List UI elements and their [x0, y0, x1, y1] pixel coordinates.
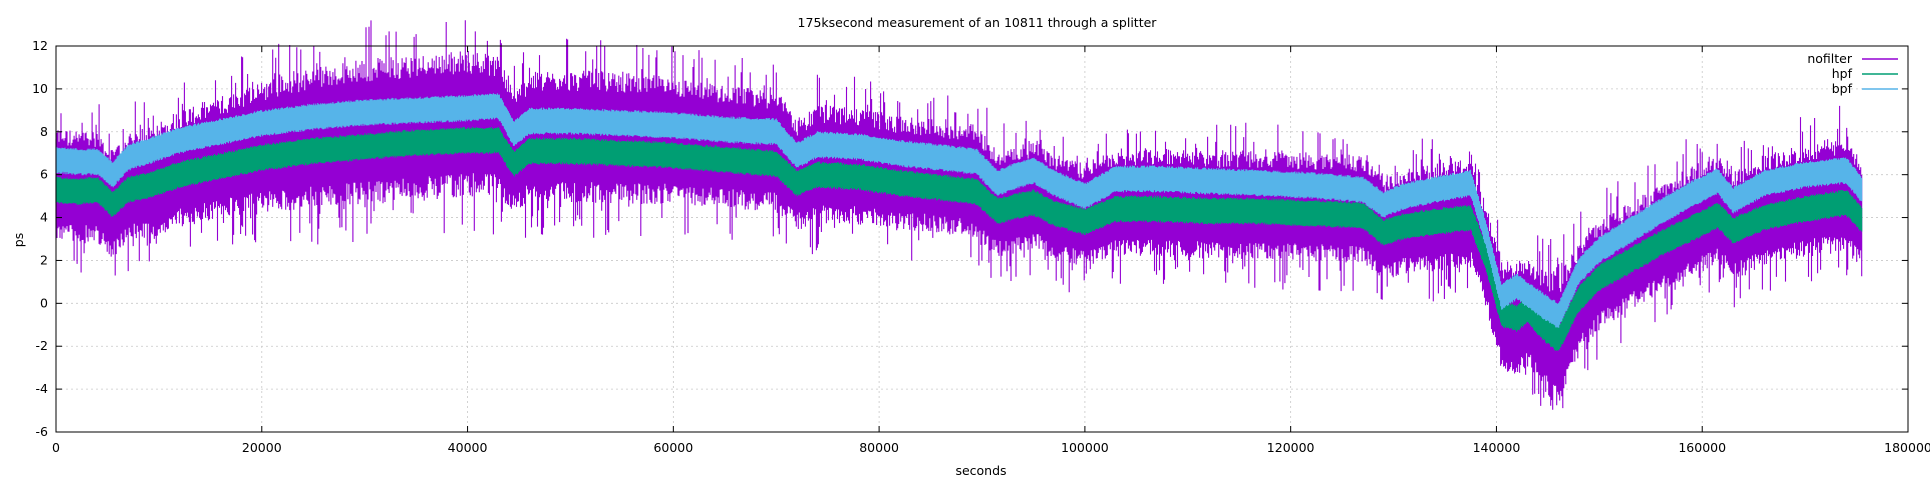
y-tick-label: 4 [40, 210, 48, 225]
x-tick-label: 100000 [1061, 440, 1109, 455]
x-tick-label: 0 [52, 440, 60, 455]
chart-title: 175ksecond measurement of an 10811 throu… [798, 15, 1158, 30]
x-tick-label: 180000 [1884, 440, 1930, 455]
legend-label-nofilter: nofilter [1807, 51, 1853, 66]
y-tick-label: 12 [32, 38, 48, 53]
y-tick-label: -6 [36, 424, 49, 439]
y-tick-label: 0 [40, 295, 48, 310]
y-axis-ticks: -6 -4 -2 0 2 4 6 8 10 12 [32, 38, 1908, 439]
legend-label-hpf: hpf [1832, 66, 1853, 81]
x-tick-label: 160000 [1678, 440, 1726, 455]
x-axis-ticks: 0 20000 40000 60000 80000 100000 120000 140000 1… [52, 46, 1930, 455]
series-nofilter [55, 20, 1863, 410]
series-layer [55, 20, 1863, 410]
x-axis-label: seconds [955, 463, 1006, 478]
y-axis-label: ps [11, 233, 26, 247]
x-tick-label: 80000 [859, 440, 899, 455]
x-tick-label: 40000 [448, 440, 488, 455]
series-line-nofilter [55, 20, 1863, 410]
y-tick-label: -4 [36, 381, 49, 396]
x-tick-label: 60000 [653, 440, 693, 455]
y-tick-label: 10 [32, 81, 48, 96]
y-tick-label: -2 [36, 338, 48, 353]
x-tick-label: 140000 [1473, 440, 1521, 455]
plot-frame [55, 45, 1909, 433]
legend-label-bpf: bpf [1832, 81, 1853, 96]
y-tick-label: 6 [40, 167, 48, 182]
x-tick-label: 120000 [1267, 440, 1315, 455]
y-tick-label: 2 [40, 252, 48, 267]
y-tick-label: 8 [40, 124, 48, 139]
x-tick-label: 20000 [242, 440, 282, 455]
